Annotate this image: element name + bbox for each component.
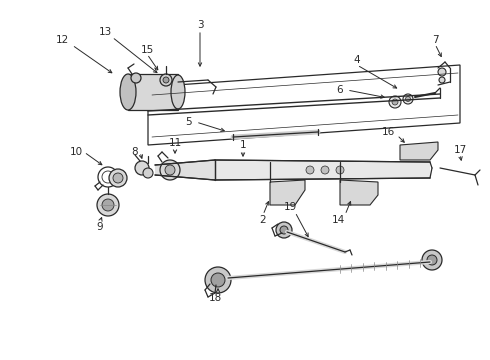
Circle shape	[438, 68, 446, 76]
Circle shape	[113, 173, 123, 183]
Circle shape	[427, 255, 437, 265]
Text: 17: 17	[453, 145, 466, 155]
Text: 14: 14	[331, 215, 344, 225]
Ellipse shape	[171, 75, 185, 109]
Text: 19: 19	[283, 202, 296, 212]
Circle shape	[163, 77, 169, 83]
Circle shape	[439, 77, 445, 83]
Text: 15: 15	[140, 45, 154, 55]
Polygon shape	[128, 74, 178, 110]
Polygon shape	[340, 180, 378, 205]
Circle shape	[406, 96, 411, 102]
Text: 7: 7	[432, 35, 439, 45]
Text: 1: 1	[240, 140, 246, 150]
Text: 12: 12	[55, 35, 69, 45]
Text: 9: 9	[97, 222, 103, 232]
Text: 3: 3	[196, 20, 203, 30]
Text: 6: 6	[337, 85, 343, 95]
Circle shape	[160, 74, 172, 86]
Circle shape	[135, 161, 149, 175]
Circle shape	[143, 168, 153, 178]
Circle shape	[280, 226, 288, 234]
Text: 8: 8	[132, 147, 138, 157]
Circle shape	[392, 99, 398, 105]
Circle shape	[211, 273, 225, 287]
Circle shape	[403, 94, 413, 104]
Circle shape	[336, 166, 344, 174]
Text: 5: 5	[185, 117, 191, 127]
Text: 16: 16	[381, 127, 394, 137]
Text: 11: 11	[169, 138, 182, 148]
Circle shape	[131, 73, 141, 83]
Polygon shape	[400, 142, 438, 160]
Circle shape	[306, 166, 314, 174]
Circle shape	[102, 199, 114, 211]
Text: 10: 10	[70, 147, 82, 157]
Polygon shape	[270, 180, 305, 205]
Text: 18: 18	[208, 293, 221, 303]
Circle shape	[276, 222, 292, 238]
Text: 2: 2	[260, 215, 266, 225]
Circle shape	[422, 250, 442, 270]
Polygon shape	[215, 160, 430, 180]
Circle shape	[205, 267, 231, 293]
Circle shape	[97, 194, 119, 216]
Circle shape	[109, 169, 127, 187]
Polygon shape	[155, 160, 215, 180]
Circle shape	[389, 96, 401, 108]
Circle shape	[165, 165, 175, 175]
Text: 13: 13	[98, 27, 112, 37]
Text: 4: 4	[354, 55, 360, 65]
Ellipse shape	[120, 74, 136, 110]
Circle shape	[321, 166, 329, 174]
Circle shape	[160, 160, 180, 180]
